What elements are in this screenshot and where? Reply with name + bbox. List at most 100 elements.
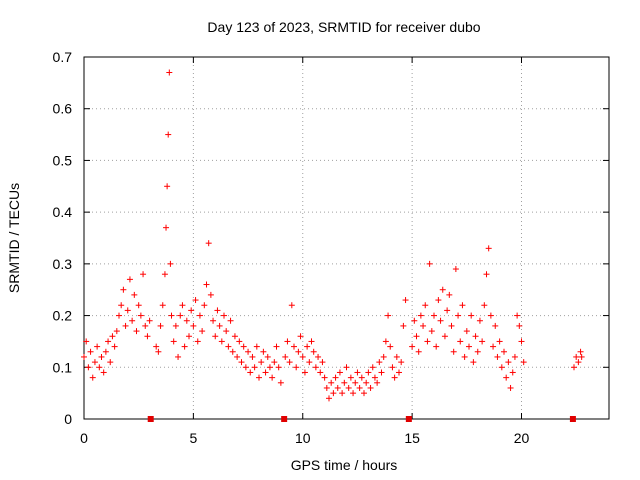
data-gap-marker (405, 416, 412, 422)
data-point (466, 343, 472, 350)
data-point (347, 374, 354, 381)
data-point (468, 312, 475, 319)
data-point (396, 369, 402, 376)
data-point (389, 364, 396, 371)
data-point (509, 369, 516, 376)
data-point (122, 322, 129, 329)
data-point (100, 369, 107, 376)
data-point (85, 364, 92, 371)
data-point (441, 333, 448, 340)
data-point (286, 359, 293, 366)
data-point (380, 353, 387, 360)
data-point (437, 317, 444, 324)
data-point (129, 317, 136, 324)
data-point (326, 395, 332, 402)
data-point (214, 307, 221, 314)
data-point (494, 353, 501, 360)
data-point (168, 312, 175, 319)
data-point (461, 353, 468, 360)
data-point (496, 338, 503, 345)
data-point (231, 333, 238, 340)
data-point (518, 338, 525, 345)
data-point (87, 348, 94, 355)
data-point (207, 291, 214, 298)
data-point (260, 348, 267, 355)
data-gap-marker (147, 416, 154, 422)
data-point (98, 353, 105, 360)
data-point (273, 343, 280, 350)
data-point (479, 338, 486, 345)
data-point (444, 307, 451, 314)
data-point (188, 307, 195, 314)
data-point (161, 271, 168, 278)
data-point (402, 297, 409, 304)
data-point (310, 348, 317, 355)
data-point (284, 338, 291, 345)
data-point (485, 245, 492, 252)
data-point (575, 359, 582, 366)
data-point (369, 364, 376, 371)
data-point (186, 333, 192, 340)
data-point (155, 348, 162, 355)
data-point (105, 338, 112, 345)
gap-marker-layer (147, 416, 576, 422)
data-point (354, 369, 361, 376)
data-point (236, 338, 243, 345)
y-axis-label: SRMTID / TECUs (6, 183, 22, 293)
data-point (137, 312, 144, 319)
data-point (256, 374, 262, 381)
data-point (428, 328, 435, 335)
data-point (371, 374, 378, 381)
data-point (124, 307, 131, 314)
data-point (291, 343, 297, 350)
data-point (295, 348, 302, 355)
data-point (367, 384, 374, 391)
data-point (398, 359, 405, 366)
data-point (498, 364, 505, 371)
data-point (476, 317, 483, 324)
data-point (275, 364, 282, 371)
data-point (420, 322, 427, 329)
data-point (262, 369, 269, 376)
data-point (501, 348, 507, 355)
data-point (199, 328, 206, 335)
x-tick-label: 10 (295, 430, 311, 446)
data-point (463, 328, 470, 335)
data-point (102, 348, 109, 355)
data-point (487, 312, 494, 319)
data-point (361, 390, 367, 397)
data-point (481, 302, 488, 309)
data-point (459, 302, 466, 309)
data-point (111, 343, 118, 350)
data-point (205, 240, 212, 247)
data-point (452, 266, 459, 273)
data-point (448, 322, 455, 329)
data-point (304, 343, 311, 350)
data-point (165, 131, 172, 138)
plot-frame (83, 56, 610, 420)
data-point (417, 312, 424, 319)
data-point (385, 312, 392, 319)
data-point (450, 348, 457, 355)
data-point (332, 374, 339, 381)
data-point (245, 348, 252, 355)
data-point (170, 338, 177, 345)
data-point (140, 271, 147, 278)
data-point (167, 260, 174, 267)
data-point (251, 364, 258, 371)
data-point (210, 317, 217, 324)
data-point (282, 353, 289, 360)
data-point (247, 369, 254, 376)
y-tick-label: 0.2 (53, 308, 73, 324)
data-point (516, 322, 523, 329)
data-point (490, 343, 497, 350)
data-point (144, 333, 151, 340)
data-point (183, 317, 190, 324)
data-point (172, 322, 179, 329)
data-point (266, 364, 273, 371)
data-point (196, 312, 203, 319)
data-point (229, 348, 236, 355)
data-point (301, 369, 308, 376)
data-point (181, 343, 188, 350)
